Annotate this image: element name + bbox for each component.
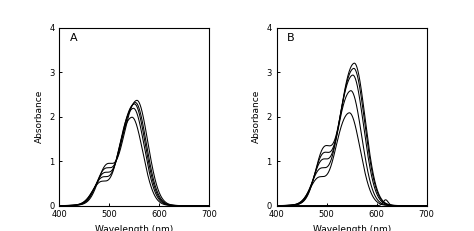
Y-axis label: Absorbance: Absorbance	[35, 90, 44, 143]
Text: A: A	[70, 33, 77, 43]
X-axis label: Wavelength (nm): Wavelength (nm)	[312, 225, 391, 231]
Y-axis label: Absorbance: Absorbance	[252, 90, 261, 143]
X-axis label: Wavelength (nm): Wavelength (nm)	[95, 225, 173, 231]
Text: B: B	[287, 33, 295, 43]
